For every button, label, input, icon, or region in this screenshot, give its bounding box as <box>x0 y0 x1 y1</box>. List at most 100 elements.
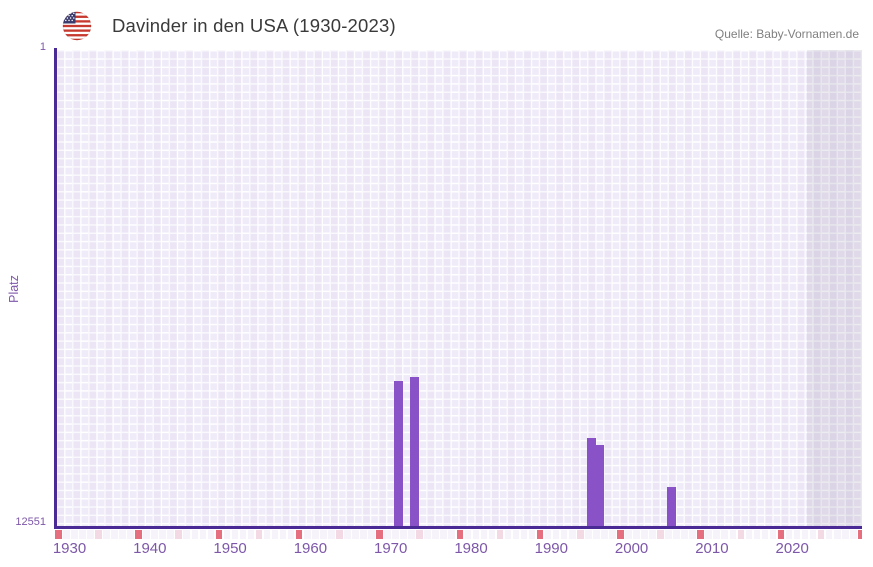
strip-cell-1958 <box>279 529 287 539</box>
strip-cell-2030 <box>858 529 862 539</box>
strip-cell-1980 <box>456 529 464 539</box>
y-axis-title: Platz <box>7 275 21 303</box>
strip-cell-1965 <box>336 529 343 539</box>
x-tick-label-1930: 1930 <box>52 540 87 557</box>
strip-cell-2024 <box>809 529 817 539</box>
strip-cell-1973 <box>400 529 407 539</box>
strip-cell-1986 <box>504 529 512 539</box>
strip-cell-1939 <box>127 529 134 539</box>
strip-cell-1932 <box>71 529 78 539</box>
strip-cell-1989 <box>528 529 536 539</box>
strip-cell-1949 <box>207 529 215 539</box>
chart-title: Davinder in den USA (1930-2023) <box>112 15 396 36</box>
strip-cell-2005 <box>657 529 664 539</box>
strip-cell-1975 <box>416 529 423 539</box>
strip-cell-1952 <box>231 529 239 539</box>
strip-cell-2004 <box>649 529 656 539</box>
strip-cell-2008 <box>681 529 688 539</box>
strip-cell-2025 <box>817 529 825 539</box>
strip-cell-1967 <box>352 529 359 539</box>
strip-cell-2003 <box>641 529 648 539</box>
strip-cell-1966 <box>344 529 351 539</box>
us-flag-icon <box>62 11 92 41</box>
strip-cell-1946 <box>183 529 191 539</box>
strip-cell-1994 <box>568 529 576 539</box>
strip-cell-1962 <box>311 529 319 539</box>
strip-cell-1951 <box>223 529 231 539</box>
strip-cell-1938 <box>119 529 126 539</box>
strip-cell-1969 <box>368 529 375 539</box>
strip-cell-2016 <box>745 529 753 539</box>
strip-cell-2013 <box>721 529 729 539</box>
strip-cell-1930 <box>55 529 62 539</box>
strip-cell-1974 <box>408 529 415 539</box>
strip-cell-1933 <box>79 529 86 539</box>
y-axis-min-label: 12551 <box>15 516 46 528</box>
strip-cell-2011 <box>705 529 713 539</box>
x-tick-label-1950: 1950 <box>213 540 247 557</box>
x-tick-label-1940: 1940 <box>133 540 167 557</box>
strip-cell-2001 <box>625 529 632 539</box>
x-tick-label-2010: 2010 <box>695 540 729 557</box>
x-tick-label-1980: 1980 <box>454 540 488 557</box>
strip-cell-1985 <box>496 529 504 539</box>
strip-cell-2000 <box>617 529 624 539</box>
strip-cell-1990 <box>536 529 544 539</box>
x-axis-line <box>54 526 862 529</box>
bar-2005[interactable] <box>667 487 677 527</box>
strip-cell-2022 <box>793 529 801 539</box>
strip-cell-2012 <box>713 529 721 539</box>
strip-cell-1968 <box>360 529 367 539</box>
strip-cell-1997 <box>593 529 600 539</box>
strip-cell-1987 <box>512 529 520 539</box>
strip-cell-1993 <box>560 529 568 539</box>
strip-cell-1945 <box>175 529 183 539</box>
strip-cell-1961 <box>303 529 311 539</box>
strip-cell-1982 <box>472 529 480 539</box>
strip-cell-1959 <box>287 529 295 539</box>
strip-cell-2006 <box>665 529 672 539</box>
strip-cell-1954 <box>247 529 255 539</box>
x-tick-label-2020: 2020 <box>775 540 809 557</box>
x-tick-label-1970: 1970 <box>374 540 408 557</box>
strip-cell-2007 <box>673 529 680 539</box>
bar-1995[interactable] <box>586 437 596 527</box>
y-axis-max-label: 1 <box>39 41 46 53</box>
plot-area <box>56 50 862 527</box>
strip-cell-1934 <box>87 529 94 539</box>
strip-cell-2026 <box>825 529 833 539</box>
future-years-band <box>807 50 862 527</box>
strip-cell-1947 <box>191 529 199 539</box>
strip-cell-1991 <box>544 529 552 539</box>
strip-cell-1996 <box>584 529 592 539</box>
strip-cell-1943 <box>159 529 166 539</box>
strip-cell-1935 <box>95 529 102 539</box>
strip-cell-1955 <box>255 529 263 539</box>
strip-cell-1979 <box>448 529 456 539</box>
strip-cell-1983 <box>480 529 488 539</box>
strip-cell-1931 <box>63 529 70 539</box>
strip-cell-2027 <box>833 529 841 539</box>
x-tick-label-2000: 2000 <box>614 540 649 557</box>
strip-cell-1977 <box>432 529 439 539</box>
x-tick-label-1960: 1960 <box>293 540 328 557</box>
strip-cell-2015 <box>737 529 745 539</box>
strip-cell-1984 <box>488 529 496 539</box>
strip-cell-1972 <box>392 529 399 539</box>
bar-1996[interactable] <box>594 445 604 527</box>
strip-cell-1944 <box>167 529 174 539</box>
bar-1971[interactable] <box>394 380 404 527</box>
strip-cell-1936 <box>103 529 110 539</box>
source-credit-link[interactable]: Quelle: Baby-Vornamen.de <box>714 27 859 41</box>
strip-cell-2021 <box>785 529 793 539</box>
strip-cell-1998 <box>601 529 608 539</box>
strip-cell-2020 <box>777 529 785 539</box>
strip-cell-1988 <box>520 529 528 539</box>
strip-cell-1992 <box>552 529 560 539</box>
strip-cell-1940 <box>135 529 142 539</box>
strip-cell-2010 <box>697 529 704 539</box>
strip-cell-1963 <box>319 529 327 539</box>
bar-1973[interactable] <box>410 376 420 527</box>
strip-cell-1937 <box>111 529 118 539</box>
